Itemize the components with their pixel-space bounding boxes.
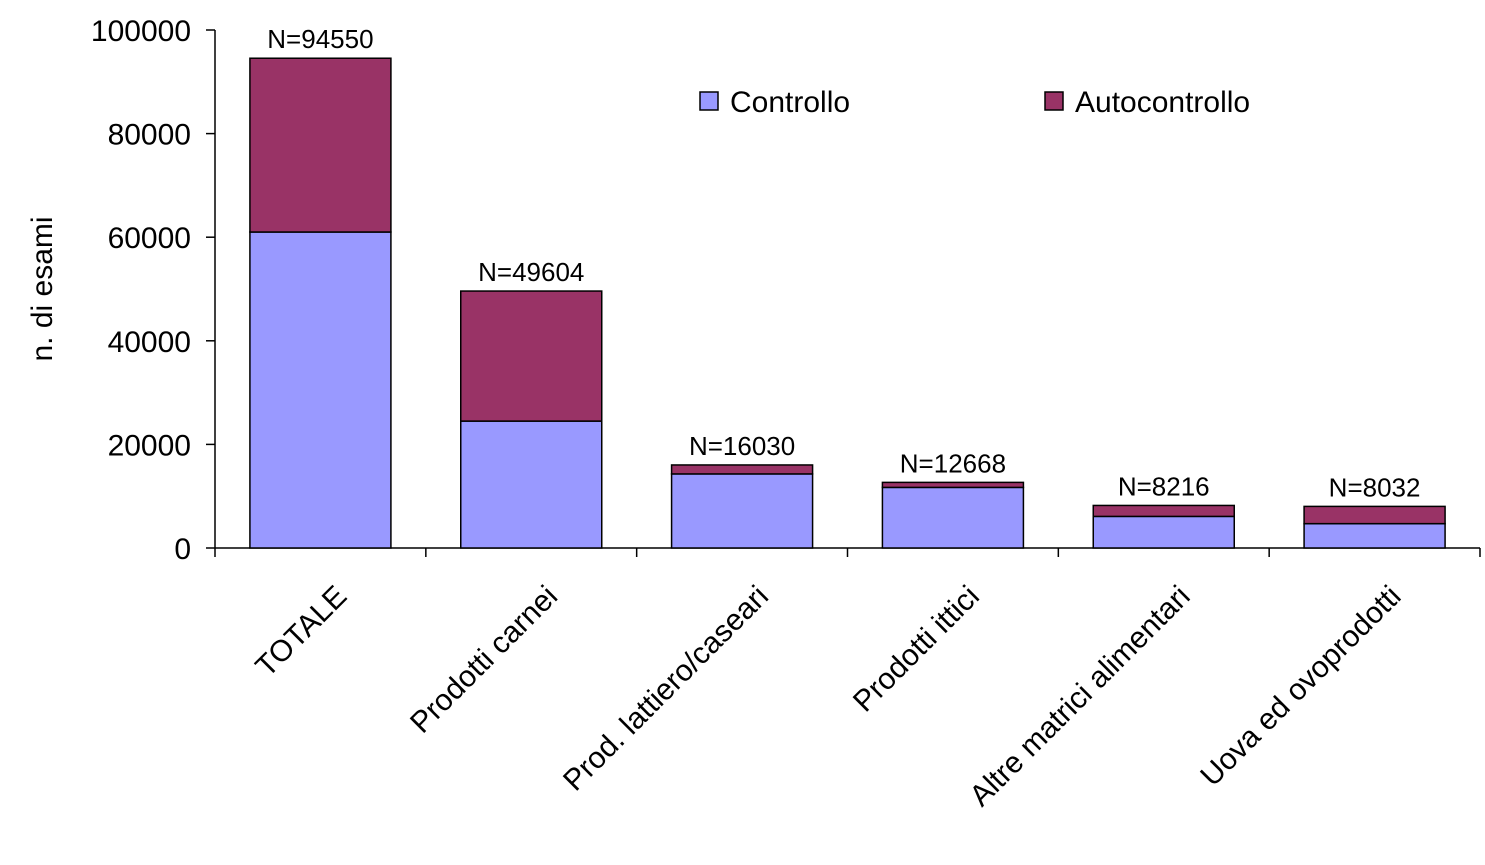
x-category-label: Prod. lattiero/caseari xyxy=(557,580,775,798)
bar-segment-controllo xyxy=(670,473,814,549)
bar-segment-autocontrollo xyxy=(1303,505,1446,525)
y-tick-label: 100000 xyxy=(91,15,191,48)
bars xyxy=(249,57,1446,549)
bar-total-label: N=16030 xyxy=(689,431,795,461)
y-tick-label: 80000 xyxy=(108,119,191,152)
bar-total-label: N=8032 xyxy=(1329,472,1421,502)
bar-total-label: N=94550 xyxy=(267,24,373,54)
bar-total-label: N=8216 xyxy=(1118,471,1210,501)
y-axis: 0 20000 40000 60000 80000 100000 xyxy=(91,15,216,566)
bar-segment-autocontrollo xyxy=(881,481,1025,489)
y-tick-label: 60000 xyxy=(108,222,191,255)
x-category-label: TOTALE xyxy=(249,580,353,684)
legend-label-autocontrollo: Autocontrollo xyxy=(1075,86,1250,119)
bar-segment-controllo xyxy=(1303,522,1446,549)
bar-segment-autocontrollo xyxy=(249,57,392,233)
bar-segment-controllo xyxy=(249,231,392,549)
x-category-label: Prodotti ittici xyxy=(847,580,986,719)
x-category-label: Altre matrici alimentari xyxy=(964,580,1197,813)
y-axis-title: n. di esami xyxy=(26,216,59,361)
bar-total-label: N=12668 xyxy=(900,448,1006,478)
bar-segment-controllo xyxy=(1092,515,1235,549)
bar-segment-autocontrollo xyxy=(670,464,814,475)
bar-segment-controllo xyxy=(881,486,1025,549)
legend-label-controllo: Controllo xyxy=(730,86,850,119)
y-tick-label: 20000 xyxy=(108,429,191,462)
legend-swatch-controllo xyxy=(699,91,719,111)
x-category-label: Uova ed ovoprodotti xyxy=(1194,580,1407,793)
legend-swatch-autocontrollo xyxy=(1044,91,1064,111)
bar-segment-controllo xyxy=(460,420,603,549)
y-tick-label: 40000 xyxy=(108,326,191,359)
legend: Controllo Autocontrollo xyxy=(699,86,1250,119)
bar-segment-autocontrollo xyxy=(1092,504,1235,518)
total-labels: N=94550 N=49604 N=16030 N=12668 N=8216 N=8032 xyxy=(267,24,1420,502)
bar-total-label: N=49604 xyxy=(478,257,584,287)
x-category-label: Prodotti carnei xyxy=(404,580,564,740)
y-tick-label: 0 xyxy=(174,533,191,566)
bar-segment-autocontrollo xyxy=(460,290,603,422)
